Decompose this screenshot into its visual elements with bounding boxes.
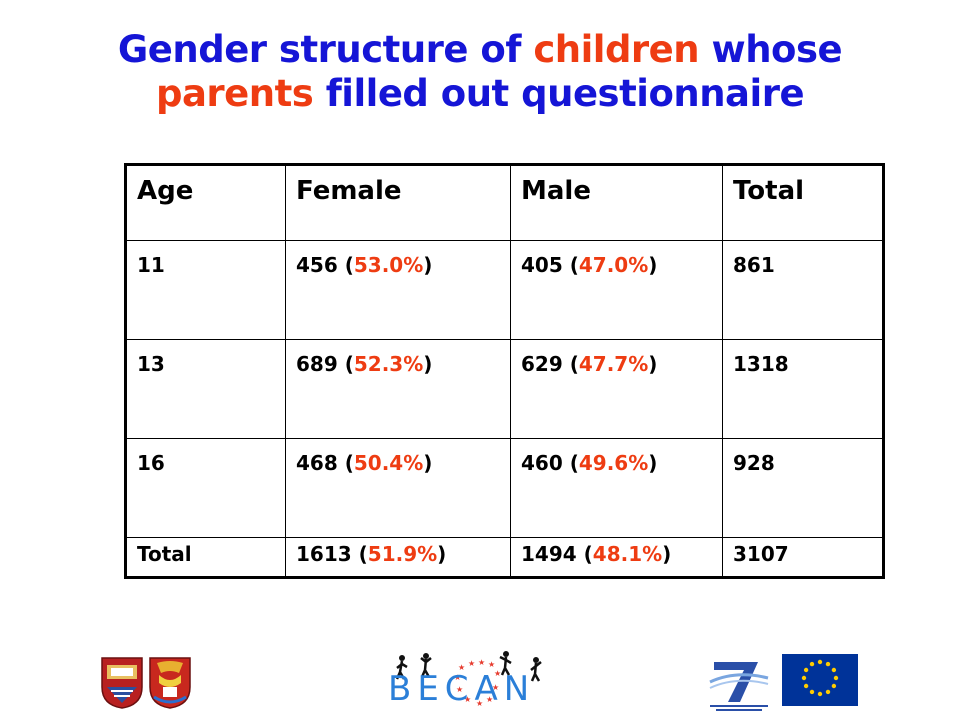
- female-percent: 52.3%: [353, 352, 424, 376]
- cell-male: 405 (47.0%): [510, 240, 723, 340]
- male-count: 460: [521, 451, 563, 475]
- svg-text:★: ★: [478, 658, 485, 667]
- cell-total: 1318: [722, 339, 884, 439]
- slide-title: Gender structure of children whose paren…: [0, 28, 960, 116]
- svg-text:★: ★: [494, 669, 501, 678]
- fp7-logo: [709, 662, 769, 711]
- male-count: 629: [521, 352, 563, 376]
- eu-flag-icon: [782, 654, 858, 706]
- cell-female: 456 (53.0%): [285, 240, 511, 340]
- title-line-1: Gender structure of children whose: [0, 28, 960, 72]
- university-crest-icon: [101, 657, 143, 709]
- table-row: 13 689 (52.3%) 629 (47.7%) 1318: [125, 339, 884, 439]
- cell-male: 629 (47.7%): [510, 339, 723, 439]
- cell-total: 3107: [722, 537, 884, 578]
- svg-text:★: ★: [476, 699, 483, 708]
- cell-female: 689 (52.3%): [285, 339, 511, 439]
- table-total-row: Total 1613 (51.9%) 1494 (48.1%) 3107: [125, 537, 884, 578]
- header-female: Female: [285, 164, 511, 241]
- cell-total: 861: [722, 240, 884, 340]
- table-row: 11 456 (53.0%) 405 (47.0%) 861: [125, 240, 884, 340]
- becan-logo: ★ ★ ★ ★ ★ ★★ ★ ★ ★ ★ BECAN: [388, 651, 542, 709]
- header-male: Male: [510, 164, 723, 241]
- male-percent: 47.7%: [578, 352, 649, 376]
- table-header-row: Age Female Male Total: [125, 164, 884, 241]
- svg-text:★: ★: [492, 683, 499, 692]
- cell-female: 468 (50.4%): [285, 438, 511, 538]
- male-percent: 47.0%: [578, 253, 649, 277]
- female-count: 468: [296, 451, 338, 475]
- svg-text:★: ★: [464, 695, 471, 704]
- female-count: 1613: [296, 542, 352, 566]
- header-age: Age: [125, 164, 286, 241]
- becan-logo-text: BECAN: [388, 669, 535, 709]
- cell-male: 1494 (48.1%): [510, 537, 723, 578]
- male-percent: 48.1%: [592, 542, 663, 566]
- title-segment: whose: [699, 28, 843, 71]
- male-count: 405: [521, 253, 563, 277]
- male-count: 1494: [521, 542, 577, 566]
- svg-text:★: ★: [454, 673, 461, 682]
- svg-text:★: ★: [468, 659, 475, 668]
- female-percent: 53.0%: [353, 253, 424, 277]
- cell-male: 460 (49.6%): [510, 438, 723, 538]
- gender-structure-table: Age Female Male Total 11 456 (53.0%) 405…: [124, 163, 885, 579]
- female-percent: 51.9%: [367, 542, 438, 566]
- male-percent: 49.6%: [578, 451, 649, 475]
- cell-female: 1613 (51.9%): [285, 537, 511, 578]
- cell-age: 11: [125, 240, 286, 340]
- title-line-2: parents filled out questionnaire: [0, 72, 960, 116]
- svg-text:★: ★: [488, 660, 495, 669]
- cell-age: 13: [125, 339, 286, 439]
- title-segment: parents: [155, 72, 314, 115]
- svg-text:★: ★: [458, 663, 465, 672]
- cell-age: Total: [125, 537, 286, 578]
- cell-age: 16: [125, 438, 286, 538]
- svg-text:★: ★: [456, 685, 463, 694]
- table-row: 16 468 (50.4%) 460 (49.6%) 928: [125, 438, 884, 538]
- city-crest-icon: [149, 657, 191, 709]
- svg-text:★: ★: [486, 695, 493, 704]
- title-segment: filled out questionnaire: [313, 72, 805, 115]
- female-count: 689: [296, 352, 338, 376]
- cell-total: 928: [722, 438, 884, 538]
- title-segment: children: [533, 28, 700, 71]
- female-count: 456: [296, 253, 338, 277]
- header-total: Total: [722, 164, 884, 241]
- title-segment: Gender structure of: [117, 28, 534, 71]
- female-percent: 50.4%: [353, 451, 424, 475]
